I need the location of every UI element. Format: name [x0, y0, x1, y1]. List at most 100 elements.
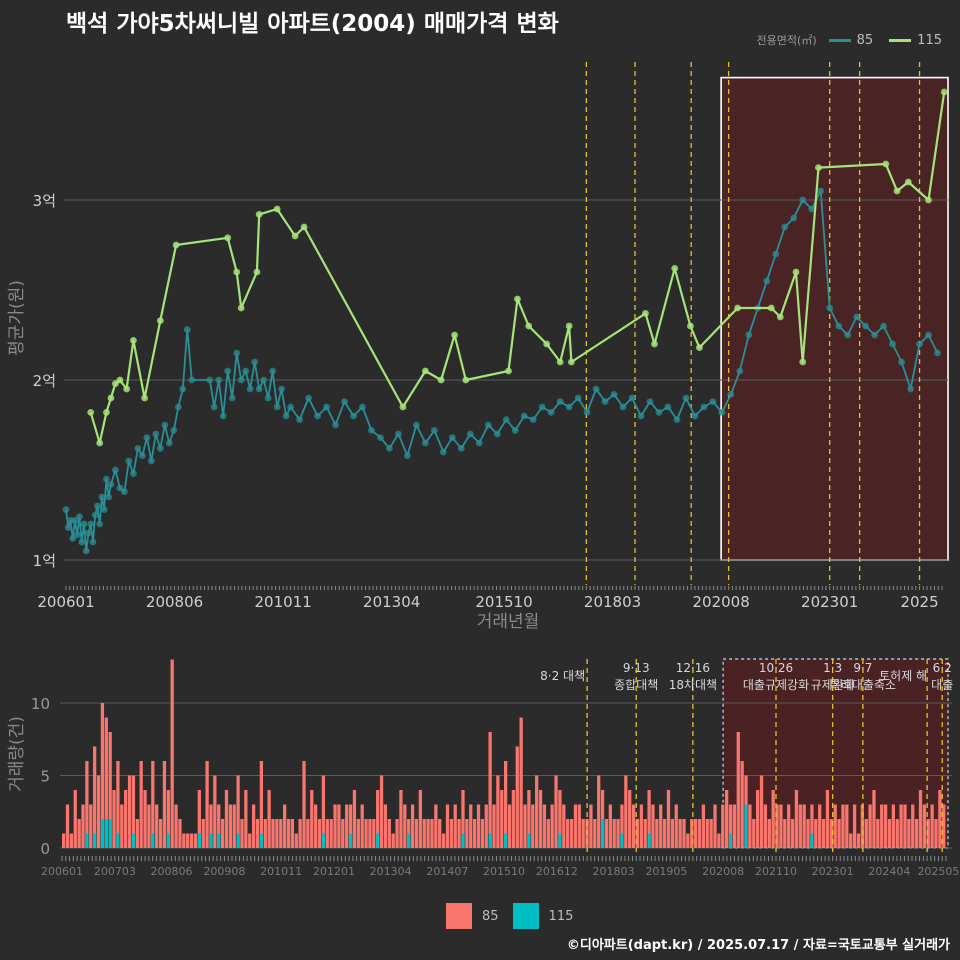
bar-85 [643, 819, 647, 848]
policy-annotation: 토허제 해 [879, 669, 927, 683]
bar-85 [806, 819, 810, 848]
bar-85 [418, 790, 422, 848]
bar-85 [469, 804, 473, 848]
bar-x-tick-label: 200806 [151, 865, 193, 878]
y-tick-label: 3억 [33, 192, 56, 210]
data-point-115 [543, 340, 551, 348]
data-point-85 [799, 196, 807, 204]
data-point-115 [237, 304, 245, 312]
bar-85 [511, 790, 516, 848]
series-line-85 [65, 190, 939, 552]
bar-85 [883, 804, 888, 848]
bar-85 [825, 790, 830, 848]
bar-85 [151, 761, 155, 848]
bar-85 [341, 819, 345, 848]
bar-85 [546, 819, 550, 848]
data-point-85 [237, 376, 245, 384]
bar-y-axis-title: 거래량(건) [7, 716, 27, 792]
data-point-115 [767, 304, 775, 312]
bar-85 [589, 804, 593, 848]
y-axis-title: 평균가(원) [7, 280, 27, 356]
data-point-115 [129, 337, 137, 344]
bar-85 [736, 732, 740, 848]
bar-85 [271, 819, 275, 848]
bar-85 [527, 790, 531, 848]
bar-85 [321, 775, 326, 848]
data-point-85 [718, 409, 726, 416]
data-point-85 [565, 403, 573, 411]
bar-85 [127, 775, 132, 848]
data-point-85 [165, 439, 173, 447]
x-tick-label: 200806 [146, 593, 203, 611]
bar-85 [108, 732, 112, 848]
data-point-115 [255, 211, 263, 218]
data-point-115 [156, 317, 164, 324]
bar-85 [620, 804, 624, 848]
bar-85 [852, 804, 857, 848]
bar-85 [391, 833, 395, 848]
data-point-85 [80, 520, 88, 528]
bar-85 [798, 804, 802, 848]
bar-85 [573, 804, 578, 848]
bar-85 [213, 775, 217, 848]
data-point-85 [844, 331, 852, 339]
x-tick-label: 201803 [584, 593, 641, 611]
data-point-85 [255, 385, 263, 393]
bar-85 [438, 819, 442, 848]
bar-85 [748, 804, 752, 848]
data-point-85 [475, 439, 483, 447]
bar-85 [294, 833, 298, 848]
bar-85 [535, 775, 539, 848]
bar-115 [376, 833, 380, 848]
data-point-85 [282, 412, 290, 420]
bar-85 [228, 804, 232, 848]
data-point-85 [377, 434, 384, 441]
bar-85 [263, 819, 267, 848]
bar-85 [562, 804, 566, 848]
data-point-85 [826, 304, 834, 312]
data-point-85 [511, 427, 519, 434]
bar-85 [794, 790, 799, 848]
policy-annotation: 12·16 [676, 661, 710, 675]
bar-85 [286, 819, 291, 848]
bar-85 [631, 804, 636, 848]
bar-x-tick-label: 201510 [483, 865, 525, 878]
data-point-85 [457, 445, 465, 452]
bar-85 [659, 804, 663, 848]
data-point-85 [763, 277, 771, 285]
data-point-85 [907, 385, 914, 393]
bar-x-tick-label: 201905 [645, 865, 687, 878]
data-point-85 [273, 403, 281, 411]
bar-85 [360, 804, 364, 848]
bar-85 [577, 804, 581, 848]
bar-85 [453, 804, 457, 848]
policy-annotation: 대출 [931, 678, 953, 692]
data-point-85 [228, 394, 236, 402]
bar-85 [566, 819, 570, 848]
bar-85 [73, 790, 77, 848]
bar-85 [608, 804, 612, 848]
data-point-85 [781, 223, 789, 231]
data-point-115 [565, 322, 573, 330]
data-point-85 [871, 331, 879, 339]
bar-85 [306, 819, 310, 848]
legend-label-85: 85 [856, 32, 874, 48]
bar-85 [523, 804, 527, 848]
bar-85 [329, 819, 333, 848]
data-point-85 [574, 394, 582, 402]
data-point-85 [251, 358, 259, 366]
data-point-115 [462, 376, 470, 384]
data-point-85 [745, 331, 753, 339]
data-point-85 [808, 205, 816, 213]
data-point-115 [525, 322, 533, 330]
bar-85 [678, 819, 682, 848]
data-point-85 [368, 427, 375, 434]
data-point-85 [103, 475, 110, 483]
data-point-115 [451, 331, 458, 339]
bar-85 [279, 819, 283, 848]
data-point-85 [862, 322, 870, 330]
bar-85 [496, 775, 500, 848]
data-point-85 [898, 358, 905, 366]
data-point-85 [260, 376, 268, 384]
legend-top: 전용면적(㎡) 85 115 [757, 32, 952, 48]
